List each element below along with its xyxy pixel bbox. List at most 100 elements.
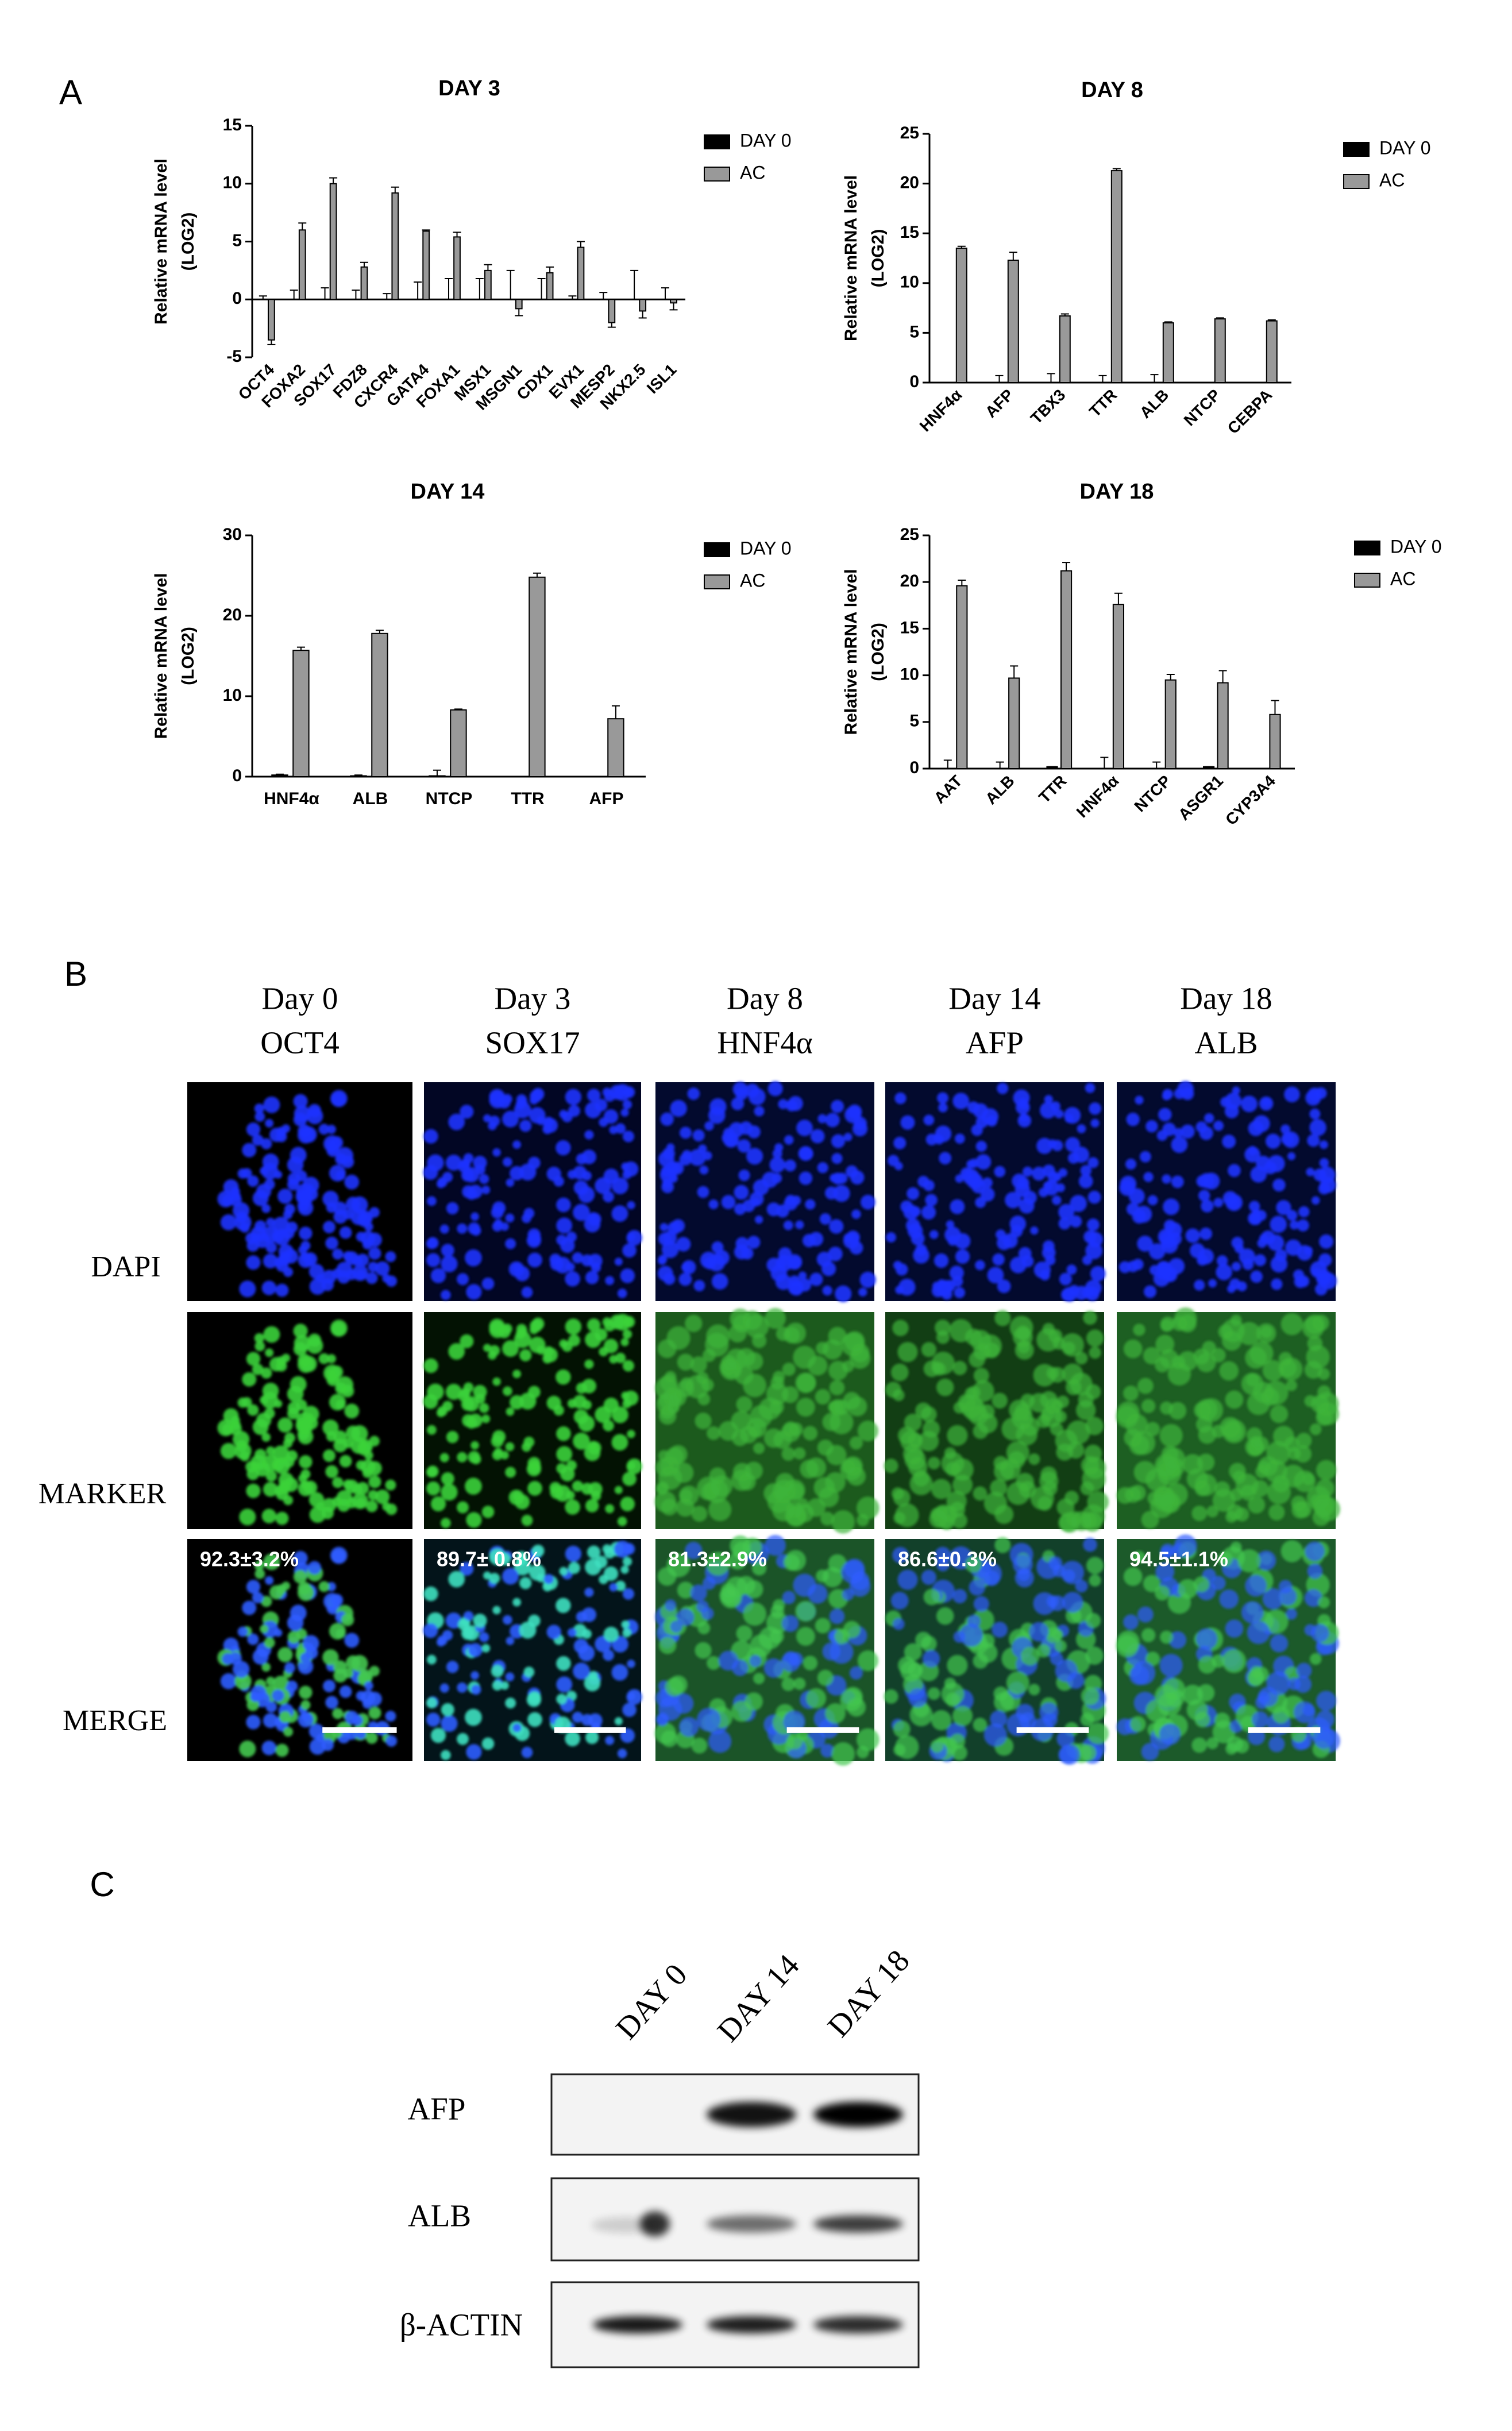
cell (247, 1404, 259, 1416)
cell (893, 1489, 911, 1507)
legend-swatch (704, 542, 730, 557)
y-tick-label: 0 (232, 766, 242, 785)
column-day: Day 8 (727, 981, 803, 1016)
cell (1226, 1736, 1243, 1753)
cell (287, 1386, 304, 1402)
column-marker: ALB (1195, 1025, 1258, 1060)
cell (654, 1722, 677, 1745)
cell (345, 1479, 359, 1494)
cell (602, 1544, 612, 1554)
cell (1133, 1550, 1145, 1564)
cell (695, 1642, 712, 1659)
cell (1316, 1691, 1337, 1711)
cell (843, 1133, 853, 1141)
legend-label: DAY 0 (1379, 137, 1431, 158)
cell (581, 1483, 593, 1495)
cell (927, 1457, 940, 1469)
cell (1284, 1086, 1300, 1102)
cell (1141, 1511, 1159, 1529)
cell (696, 1600, 709, 1613)
cell (980, 1187, 995, 1202)
cell (959, 1623, 983, 1647)
cell (466, 1744, 482, 1760)
cell (1294, 1676, 1312, 1693)
cell (915, 1631, 932, 1648)
cell (994, 1166, 1006, 1178)
cell (489, 1548, 506, 1565)
cell (1123, 1567, 1143, 1586)
cell (1048, 1139, 1057, 1148)
cell (250, 1685, 267, 1701)
cell (587, 1318, 601, 1332)
column-day: Day 0 (262, 981, 338, 1016)
error-bar (1166, 673, 1175, 680)
cell (1232, 1086, 1240, 1095)
cell (947, 1655, 968, 1676)
chart-title: DAY 14 (411, 480, 485, 504)
cell (503, 1157, 512, 1167)
y-tick-label: 0 (909, 372, 919, 391)
cell (261, 1203, 271, 1213)
cell (1005, 1191, 1021, 1209)
cell (617, 1749, 627, 1758)
cell (1062, 1592, 1083, 1613)
cell (1156, 1130, 1168, 1141)
cell (829, 1380, 845, 1396)
cell (1251, 1711, 1269, 1728)
cell (1050, 1652, 1063, 1666)
cell (287, 1156, 304, 1173)
cell (660, 1112, 674, 1126)
cell (556, 1140, 571, 1156)
bar (268, 299, 275, 341)
cell (1116, 1406, 1139, 1429)
cell (754, 1106, 765, 1117)
legend-swatch (704, 574, 730, 589)
cell (1252, 1209, 1261, 1218)
cell (996, 1229, 1006, 1240)
cell (1067, 1441, 1085, 1459)
cell (1245, 1346, 1267, 1369)
cell (483, 1571, 492, 1580)
cell (611, 1205, 628, 1222)
cell (955, 1249, 970, 1264)
cell (1214, 1481, 1231, 1497)
cell (815, 1618, 831, 1634)
cell (726, 1576, 747, 1598)
cell (691, 1506, 708, 1522)
x-tick-label: ALB (1136, 386, 1172, 422)
y-tick-label: -5 (226, 347, 242, 366)
cell (611, 1664, 628, 1681)
cell (599, 1117, 608, 1127)
cell (346, 1269, 357, 1280)
cells (886, 1082, 1106, 1302)
cell (1080, 1712, 1094, 1727)
cell (332, 1248, 344, 1260)
cell (567, 1399, 577, 1409)
cell (936, 1558, 950, 1572)
cell (994, 1310, 1011, 1326)
cell (375, 1261, 390, 1276)
legend-label: DAY 0 (1390, 536, 1442, 557)
cell (788, 1275, 801, 1287)
cell (747, 1236, 761, 1249)
cell (599, 1575, 608, 1584)
cell (556, 1656, 571, 1671)
cell (978, 1334, 1002, 1358)
error-bar (375, 630, 384, 634)
cell (287, 1630, 301, 1644)
cell (506, 1178, 515, 1187)
error-bar (1150, 374, 1159, 383)
error-bar (1100, 757, 1109, 769)
cell (799, 1171, 813, 1185)
cell (992, 1622, 1008, 1638)
cell (1264, 1609, 1289, 1634)
cell (232, 1202, 250, 1220)
cell (904, 1643, 922, 1661)
cell (1036, 1644, 1051, 1658)
cell (368, 1475, 381, 1488)
cell (277, 1189, 293, 1204)
cell (1230, 1314, 1242, 1326)
cell (1319, 1234, 1334, 1249)
cell (846, 1165, 858, 1178)
cell (298, 1124, 311, 1138)
